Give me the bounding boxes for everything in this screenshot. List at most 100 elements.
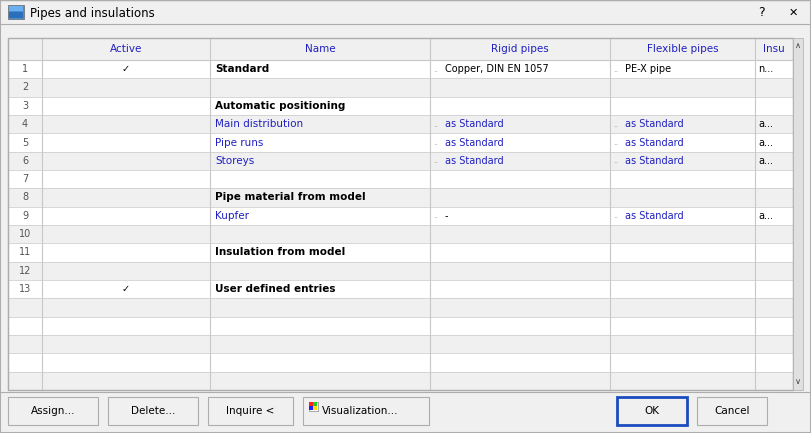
Text: ..: .. xyxy=(433,65,438,74)
Text: 4: 4 xyxy=(22,119,28,129)
Bar xyxy=(208,397,293,425)
Bar xyxy=(617,397,687,425)
Text: Visualization...: Visualization... xyxy=(322,406,398,416)
Text: ∧: ∧ xyxy=(795,42,801,51)
Text: Kupfer: Kupfer xyxy=(215,211,249,221)
Text: ✕: ✕ xyxy=(788,8,798,18)
Text: ..: .. xyxy=(433,138,438,147)
Text: Rigid pipes: Rigid pipes xyxy=(491,44,549,54)
Text: ..: .. xyxy=(433,211,438,220)
Text: ..: .. xyxy=(613,120,618,129)
Bar xyxy=(697,397,767,425)
Text: n...: n... xyxy=(758,64,773,74)
Text: as Standard: as Standard xyxy=(625,138,684,148)
Text: Main distribution: Main distribution xyxy=(215,119,303,129)
Bar xyxy=(8,97,793,115)
Text: ..: .. xyxy=(613,138,618,147)
Text: Active: Active xyxy=(109,44,142,54)
Text: Insulation from model: Insulation from model xyxy=(215,248,345,258)
Text: 3: 3 xyxy=(22,101,28,111)
Text: User defined entries: User defined entries xyxy=(215,284,336,294)
Bar xyxy=(8,60,793,78)
Text: Storeys: Storeys xyxy=(215,156,255,166)
Text: ..: .. xyxy=(613,65,618,74)
Bar xyxy=(8,298,793,317)
Text: Pipe material from model: Pipe material from model xyxy=(215,193,366,203)
Text: Pipes and insulations: Pipes and insulations xyxy=(30,6,155,19)
Text: as Standard: as Standard xyxy=(445,156,504,166)
Text: ✓: ✓ xyxy=(122,64,130,74)
Text: Delete...: Delete... xyxy=(131,406,175,416)
Bar xyxy=(8,38,793,390)
Bar xyxy=(8,335,793,353)
Text: PE-X pipe: PE-X pipe xyxy=(625,64,672,74)
Text: a...: a... xyxy=(758,156,773,166)
Text: Insu: Insu xyxy=(763,44,785,54)
Text: as Standard: as Standard xyxy=(445,138,504,148)
Bar xyxy=(0,0,811,24)
Bar xyxy=(309,406,313,410)
Bar xyxy=(9,12,23,18)
Bar xyxy=(8,207,793,225)
Text: 6: 6 xyxy=(22,156,28,166)
Bar xyxy=(8,188,793,207)
Bar xyxy=(309,402,318,411)
Text: ?: ? xyxy=(757,6,764,19)
Text: 11: 11 xyxy=(19,248,31,258)
Bar xyxy=(303,397,429,425)
Bar xyxy=(309,402,313,406)
Text: ..: .. xyxy=(613,211,618,220)
Text: 8: 8 xyxy=(22,193,28,203)
Bar xyxy=(8,78,793,97)
Text: Flexible pipes: Flexible pipes xyxy=(646,44,719,54)
Text: as Standard: as Standard xyxy=(625,119,684,129)
Bar xyxy=(108,397,198,425)
Bar xyxy=(313,406,317,410)
Text: ∨: ∨ xyxy=(795,378,801,387)
Bar xyxy=(8,38,793,390)
Text: Inquire <: Inquire < xyxy=(226,406,275,416)
Text: Automatic positioning: Automatic positioning xyxy=(215,101,345,111)
Bar xyxy=(313,402,317,406)
Text: Standard: Standard xyxy=(215,64,269,74)
Bar xyxy=(8,397,98,425)
Bar xyxy=(8,243,793,262)
Text: 7: 7 xyxy=(22,174,28,184)
Text: ✓: ✓ xyxy=(122,284,130,294)
Text: 9: 9 xyxy=(22,211,28,221)
Bar xyxy=(8,262,793,280)
Text: -: - xyxy=(445,211,448,221)
Text: a...: a... xyxy=(758,138,773,148)
Text: as Standard: as Standard xyxy=(445,119,504,129)
Bar xyxy=(8,280,793,298)
Text: 1: 1 xyxy=(22,64,28,74)
Bar xyxy=(793,38,803,390)
Text: 5: 5 xyxy=(22,138,28,148)
Text: Cancel: Cancel xyxy=(714,406,749,416)
Text: Copper, DIN EN 1057: Copper, DIN EN 1057 xyxy=(445,64,549,74)
Bar xyxy=(8,38,793,60)
Text: a...: a... xyxy=(758,211,773,221)
Text: 12: 12 xyxy=(19,266,31,276)
Text: Name: Name xyxy=(305,44,335,54)
Text: Pipe runs: Pipe runs xyxy=(215,138,264,148)
Bar xyxy=(8,225,793,243)
Text: as Standard: as Standard xyxy=(625,211,684,221)
Text: ..: .. xyxy=(613,156,618,165)
Bar xyxy=(8,115,793,133)
Text: ..: .. xyxy=(433,120,438,129)
Bar xyxy=(8,353,793,372)
Bar xyxy=(9,6,23,11)
Text: 13: 13 xyxy=(19,284,31,294)
Bar xyxy=(8,317,793,335)
Bar xyxy=(8,5,24,19)
Text: 10: 10 xyxy=(19,229,31,239)
Text: Assign...: Assign... xyxy=(31,406,75,416)
Bar xyxy=(8,133,793,152)
Bar xyxy=(8,170,793,188)
Text: as Standard: as Standard xyxy=(625,156,684,166)
Text: 2: 2 xyxy=(22,83,28,93)
Text: a...: a... xyxy=(758,119,773,129)
Text: ..: .. xyxy=(433,156,438,165)
Bar xyxy=(8,152,793,170)
